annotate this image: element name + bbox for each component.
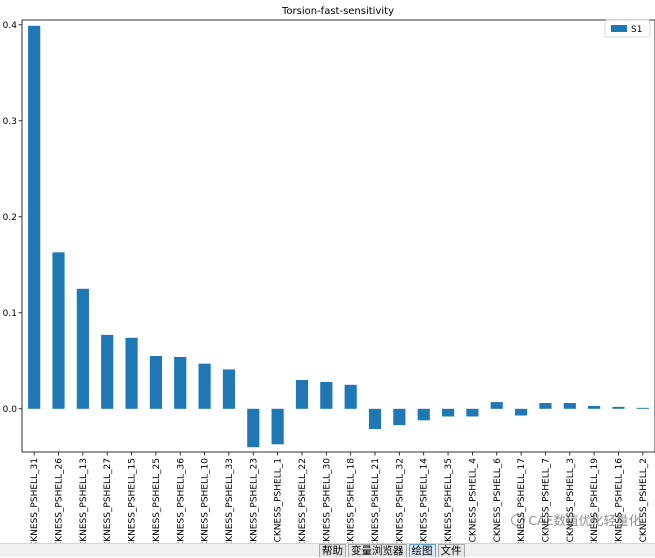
x-tick-label: CKNESS_PSHELL_32	[395, 458, 405, 543]
bottom-tab-bar: 帮助 变量浏览器 绘图 文件	[0, 543, 655, 557]
bar-6	[149, 356, 162, 409]
x-tick-label: CKNESS_PSHELL_21	[371, 458, 381, 543]
bar-10	[247, 408, 260, 448]
bar-8	[198, 363, 211, 409]
tab-variable-browser[interactable]: 变量浏览器	[348, 544, 407, 557]
bar-24	[588, 405, 601, 409]
x-tick-label: CKNESS_PSHELL_18	[347, 458, 357, 543]
tab-help[interactable]: 帮助	[319, 544, 346, 557]
x-tick-label: IICKNESS_PSHELL_1	[274, 458, 284, 543]
x-tick-label: CKNESS_PSHELL_25	[152, 458, 162, 543]
bar-26	[636, 407, 649, 409]
bar-25	[612, 406, 625, 409]
x-tick-label: CKNESS_PSHELL_27	[103, 458, 113, 543]
y-tick-label: 0.2	[3, 213, 17, 223]
x-tick-label: CKNESS_PSHELL_22	[298, 458, 308, 543]
legend-box	[604, 19, 651, 38]
bar-13	[320, 381, 333, 409]
x-tick-label: IICKNESS_PSHELL_4	[468, 458, 478, 543]
x-tick-label: CKNESS_PSHELL_15	[128, 458, 138, 543]
x-tick-label: CKNESS_PSHELL_14	[420, 458, 430, 543]
bar-23	[563, 403, 576, 409]
bar-9	[222, 369, 236, 409]
bar-12	[295, 380, 309, 409]
x-tick-label: CKNESS_PSHELL_19	[590, 458, 600, 543]
x-tick-label: CKNESS_PSHELL_30	[322, 458, 332, 543]
x-tick-label: IICKNESS_PSHELL_2	[639, 458, 649, 543]
x-tick-label: CKNESS_PSHELL_31	[30, 458, 40, 543]
bar-2	[52, 252, 65, 409]
bars-group	[28, 25, 649, 448]
bar-5	[125, 337, 138, 409]
y-tick-label: 0.0	[3, 405, 18, 415]
x-tick-label: CKNESS_PSHELL_35	[444, 458, 454, 543]
bar-18	[441, 408, 455, 417]
x-tick-label: CKNESS_PSHELL_17	[517, 458, 527, 543]
y-axis: 0.0 0.1 0.2 0.3 0.4	[3, 21, 22, 415]
bar-11	[271, 408, 284, 445]
tab-strip: 帮助 变量浏览器 绘图 文件	[319, 544, 467, 558]
y-tick-label: 0.3	[3, 117, 17, 127]
x-tick-label: CKNESS_PSHELL_10	[201, 458, 211, 543]
sensitivity-bar-chart: Torsion-fast-sensitivity 0.0 0.1 0.2 0.3 0.4…	[3, 6, 655, 543]
plot-panel: Torsion-fast-sensitivity 0.0 0.1 0.2 0.3 0.4…	[2, 6, 655, 543]
bar-14	[344, 384, 357, 409]
bar-21	[515, 408, 528, 416]
x-tick-label: CKNESS_PSHELL_26	[55, 458, 65, 543]
x-tick-label: IICKNESS_PSHELL_7	[541, 458, 551, 543]
x-tick-label: IICKNESS_PSHELL_6	[493, 458, 503, 543]
bar-17	[417, 408, 430, 421]
legend: S1	[604, 19, 651, 38]
bar-1	[28, 25, 41, 409]
tab-file[interactable]: 文件	[437, 544, 465, 557]
bar-3	[76, 288, 89, 409]
bar-4	[101, 334, 114, 409]
x-tick-label: CKNESS_PSHELL_23	[249, 458, 259, 543]
bar-16	[393, 408, 406, 426]
legend-label: S1	[631, 25, 642, 35]
x-tick-label: CKNESS_PSHELL_13	[79, 458, 89, 543]
x-tick-label: IICKNESS_PSHELL_3	[566, 458, 576, 543]
x-tick-label: CKNESS_PSHELL_33	[225, 458, 235, 543]
chart-title: Torsion-fast-sensitivity	[281, 6, 394, 17]
y-tick-label: 0.4	[3, 21, 18, 31]
axes-frame	[21, 19, 655, 453]
legend-swatch	[611, 25, 627, 32]
bar-20	[490, 402, 503, 409]
bar-19	[466, 408, 479, 417]
x-tick-label: CKNESS_PSHELL_16	[614, 458, 624, 543]
y-tick-label: 0.1	[3, 309, 17, 319]
x-tick-label: CKNESS_PSHELL_36	[176, 458, 186, 543]
tab-plot[interactable]: 绘图	[408, 544, 436, 557]
x-axis: CKNESS_PSHELL_31 CKNESS_PSHELL_26 CKNESS_P…	[30, 452, 649, 543]
bar-22	[539, 403, 552, 409]
bar-15	[368, 408, 382, 429]
bar-7	[174, 356, 187, 409]
